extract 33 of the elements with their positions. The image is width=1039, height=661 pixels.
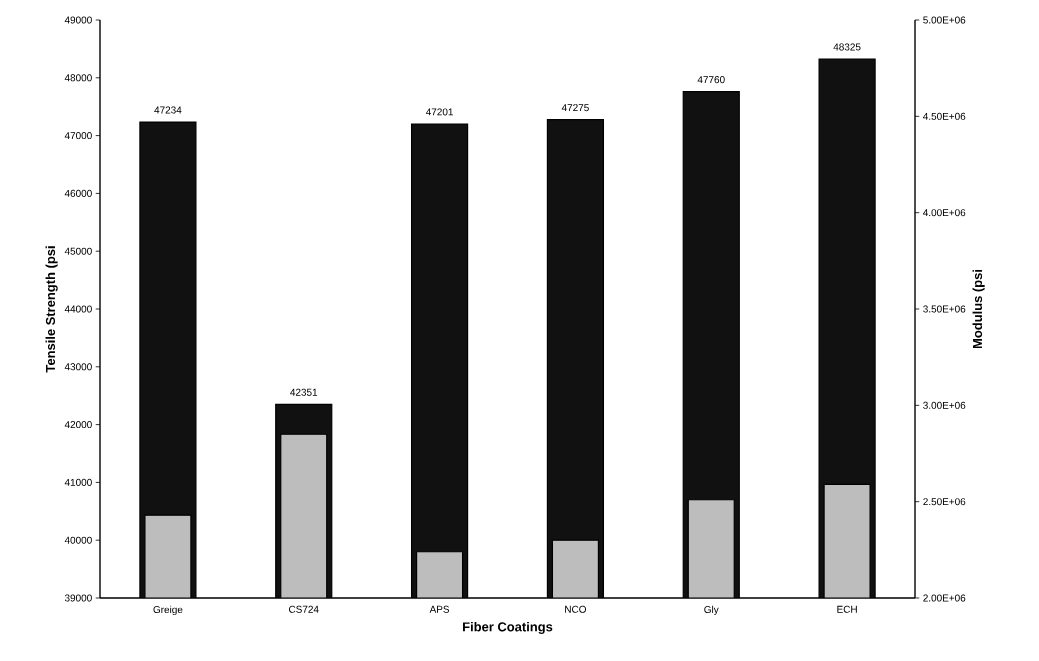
y-tick-label: 47000 — [64, 132, 92, 140]
x-tick-label: CS724 — [289, 605, 319, 613]
x-tick-label: APS — [429, 605, 450, 613]
x-tick-label: ECH — [837, 605, 857, 613]
y-tick-label: 48000 — [64, 74, 92, 82]
y-tick-label: 39000 — [64, 594, 92, 602]
y-tick-label: 41000 — [64, 478, 92, 486]
x-tick-label: Gly — [704, 605, 719, 616]
y-axis-title: Tensile Strength (psi — [45, 246, 58, 373]
y-tick-label: 46000 — [64, 189, 92, 197]
data-label: 42351 — [290, 388, 318, 396]
y2-tick-label: 3.50E+06 — [923, 305, 966, 313]
data-label: 48325 — [833, 43, 861, 51]
x-tick-label: NCO — [565, 605, 587, 613]
y2-axis-title: Modulus (psi — [972, 269, 985, 349]
y2-tick-label: 4.00E+06 — [923, 209, 966, 217]
y-tick-label: 44000 — [64, 305, 92, 313]
y2-tick-label: 4.50E+06 — [923, 112, 966, 120]
y2-tick-label: 2.50E+06 — [923, 498, 966, 506]
data-label: 47760 — [697, 76, 725, 84]
data-label: 47275 — [561, 104, 589, 112]
y-tick-label: 49000 — [64, 16, 92, 24]
y-tick-label: 40000 — [64, 536, 92, 544]
y2-tick-label: 5.00E+06 — [923, 16, 966, 24]
data-label: 47234 — [154, 106, 182, 114]
y-tick-label: 45000 — [64, 247, 92, 255]
y-tick-label: 43000 — [64, 363, 92, 371]
data-label: 47201 — [425, 108, 453, 116]
y2-tick-label: 2.00E+06 — [923, 594, 966, 602]
y2-tick-label: 3.00E+06 — [923, 401, 966, 409]
x-axis-title: Fiber Coatings — [463, 621, 553, 635]
y-tick-label: 42000 — [64, 421, 92, 429]
x-tick-label: Greige — [153, 605, 183, 616]
